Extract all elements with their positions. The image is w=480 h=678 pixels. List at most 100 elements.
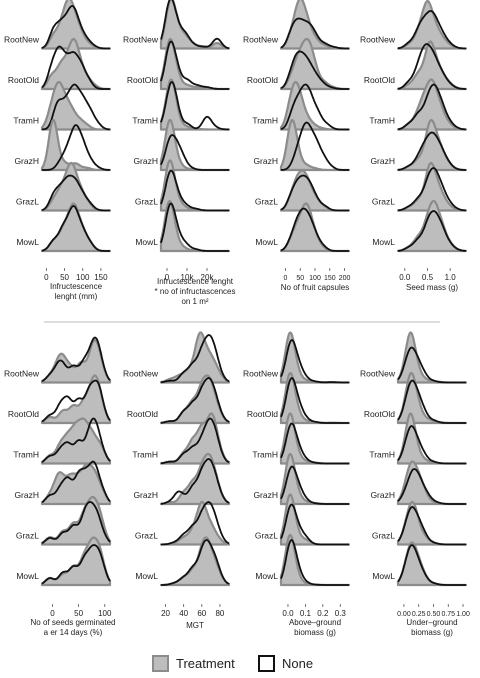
density-none bbox=[42, 124, 111, 171]
density-none bbox=[397, 425, 466, 465]
density-none bbox=[41, 460, 111, 504]
row-label: RootNew bbox=[243, 35, 279, 45]
row-label: MowL bbox=[16, 237, 39, 247]
density-none bbox=[160, 0, 230, 50]
panel-4: RootNew RootOld TramH GrazH GrazL MowL 0 50 100 bbox=[4, 336, 112, 618]
density-none bbox=[41, 417, 111, 463]
row-label: TramH bbox=[132, 116, 158, 126]
x-tick-label: 0.25 bbox=[412, 611, 426, 618]
row-label: RootOld bbox=[364, 409, 395, 419]
x-tick-label: 1.00 bbox=[456, 611, 470, 618]
row-label: GrazH bbox=[253, 490, 278, 500]
density-none bbox=[41, 45, 110, 90]
density-treatment bbox=[40, 80, 112, 131]
x-tick-label: 80 bbox=[215, 609, 224, 618]
density-none bbox=[160, 417, 230, 465]
row-label: GrazH bbox=[370, 156, 395, 166]
x-tick-label: 0.0 bbox=[399, 273, 411, 282]
density-none bbox=[397, 210, 466, 252]
row-label: GrazL bbox=[16, 197, 39, 207]
row-label: TramH bbox=[13, 450, 39, 460]
x-axis-title: Infructescence lenght * no of infructasce… bbox=[155, 277, 236, 306]
density-none bbox=[280, 539, 349, 586]
treatment-swatch bbox=[152, 655, 169, 672]
x-tick-label: 0.5 bbox=[422, 273, 434, 282]
density-none bbox=[160, 202, 230, 252]
density-none bbox=[42, 83, 110, 131]
x-tick-label: 0.0 bbox=[282, 609, 294, 618]
row-label: GrazH bbox=[14, 156, 39, 166]
x-tick-label: 20k bbox=[201, 273, 215, 282]
row-label: RootNew bbox=[360, 369, 396, 379]
density-none bbox=[280, 174, 349, 212]
row-label: TramH bbox=[252, 450, 278, 460]
legend: Treatment None bbox=[0, 652, 480, 678]
row-label: GrazH bbox=[370, 490, 395, 500]
row-label: GrazL bbox=[372, 531, 395, 541]
density-none bbox=[280, 121, 349, 171]
density-none bbox=[41, 379, 111, 423]
row-label: GrazL bbox=[255, 531, 278, 541]
x-tick-label: 0 bbox=[165, 273, 170, 282]
x-tick-label: 0.1 bbox=[300, 609, 312, 618]
row-label: GrazL bbox=[135, 531, 158, 541]
row-label: RootNew bbox=[123, 369, 159, 379]
row-label: GrazH bbox=[133, 490, 158, 500]
density-none bbox=[397, 346, 466, 384]
x-tick-label: 200 bbox=[339, 275, 351, 282]
row-label: GrazH bbox=[14, 490, 39, 500]
row-label: GrazL bbox=[255, 197, 278, 207]
row-label: GrazL bbox=[372, 197, 395, 207]
panel-3: RootNew RootOld TramH GrazH GrazL MowL 0.0 0.5 1… bbox=[360, 0, 468, 282]
row-label: GrazH bbox=[253, 156, 278, 166]
density-none bbox=[280, 207, 349, 252]
density-none bbox=[41, 5, 110, 50]
panel-0: RootNew RootOld TramH GrazH GrazL MowL 0 50 100 1… bbox=[4, 0, 112, 282]
x-tick-label: 150 bbox=[94, 273, 108, 282]
panel-6: RootNew RootOld TramH GrazH GrazL MowL 0.0 0.1 0… bbox=[243, 331, 351, 618]
density-treatment bbox=[40, 37, 112, 91]
row-label: RootOld bbox=[127, 409, 158, 419]
density-none bbox=[41, 205, 110, 252]
x-tick-label: 60 bbox=[197, 609, 206, 618]
row-label: RootNew bbox=[360, 35, 396, 45]
density-none bbox=[160, 539, 230, 586]
legend-label-none: None bbox=[282, 656, 314, 671]
row-label: GrazH bbox=[133, 156, 158, 166]
x-tick-label: 50 bbox=[60, 273, 69, 282]
row-label: TramH bbox=[252, 116, 278, 126]
row-label: MowL bbox=[135, 237, 158, 247]
x-tick-label: 0 bbox=[44, 273, 49, 282]
density-none bbox=[160, 377, 230, 424]
legend-label-treatment: Treatment bbox=[176, 656, 235, 671]
row-label: TramH bbox=[13, 116, 39, 126]
density-none bbox=[280, 465, 349, 505]
x-tick-label: 50 bbox=[74, 609, 83, 618]
density-none bbox=[397, 544, 466, 586]
row-label: MowL bbox=[135, 571, 158, 581]
x-axis-title: No of seeds germinated a er 14 days (%) bbox=[31, 618, 116, 637]
row-label: RootOld bbox=[8, 409, 39, 419]
density-none bbox=[397, 167, 466, 212]
density-none bbox=[41, 544, 111, 585]
density-none bbox=[397, 379, 466, 424]
x-tick-label: 50 bbox=[296, 275, 304, 282]
density-none bbox=[397, 83, 466, 131]
x-tick-label: 10k bbox=[181, 273, 195, 282]
row-label: RootNew bbox=[123, 35, 159, 45]
density-none bbox=[41, 336, 111, 382]
row-label: RootNew bbox=[243, 369, 279, 379]
x-tick-label: 0.75 bbox=[441, 611, 455, 618]
density-none bbox=[160, 169, 230, 212]
panel-1: RootNew RootOld TramH GrazH GrazL MowL 0 10k 20k bbox=[123, 0, 231, 282]
density-none bbox=[160, 134, 230, 171]
density-none bbox=[280, 339, 349, 384]
none-swatch bbox=[258, 655, 275, 672]
density-none bbox=[160, 81, 230, 131]
density-none bbox=[280, 83, 349, 131]
density-treatment bbox=[279, 533, 351, 587]
density-treatment bbox=[40, 462, 112, 506]
x-axis-title: No of fruit capsules bbox=[281, 283, 349, 292]
density-none bbox=[280, 50, 349, 90]
